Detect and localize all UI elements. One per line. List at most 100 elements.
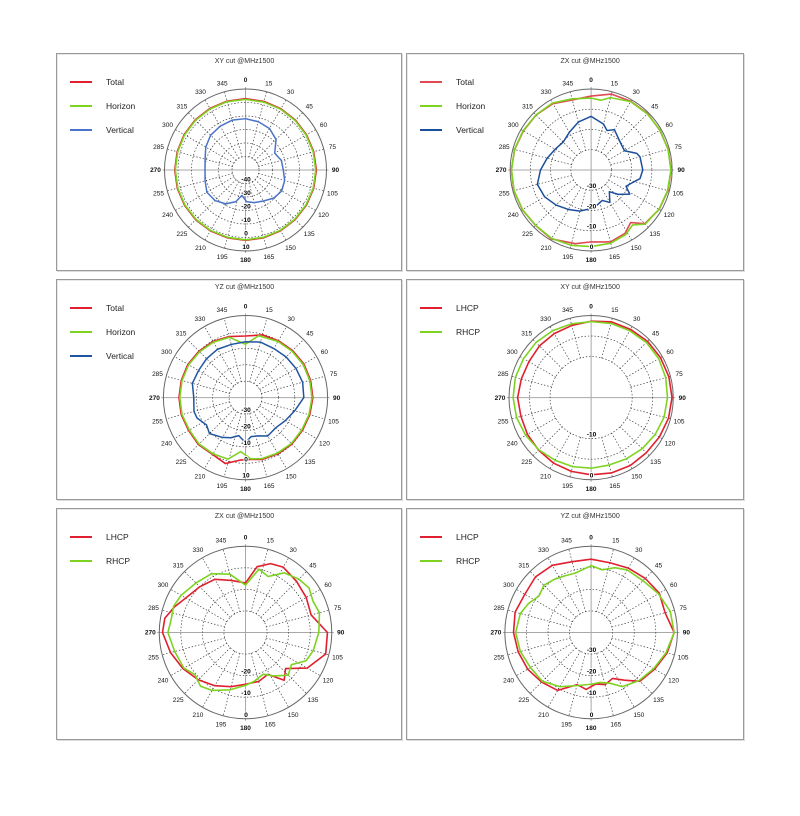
svg-text:150: 150 — [631, 245, 642, 252]
svg-text:255: 255 — [494, 654, 505, 661]
svg-text:180: 180 — [586, 486, 597, 493]
svg-text:180: 180 — [240, 725, 251, 732]
svg-text:90: 90 — [337, 630, 345, 637]
legend-swatch-total — [70, 307, 92, 309]
series-vertical — [191, 341, 305, 444]
grid-rings — [530, 108, 653, 232]
angle-labels: 0 15 30 45 60 75 90 105 120 135 150 165 180 195 210 225… — [496, 77, 685, 264]
svg-text:210: 210 — [538, 712, 549, 719]
legend-swatch-lhcp — [420, 307, 442, 309]
svg-text:10: 10 — [242, 473, 250, 480]
svg-text:30: 30 — [287, 89, 295, 96]
polar-plot: 0 15 30 45 60 75 90 105 120 135 150 165 180 195 210 225… — [149, 304, 341, 493]
svg-text:180: 180 — [240, 257, 251, 264]
svg-text:-40: -40 — [241, 177, 251, 184]
svg-text:105: 105 — [674, 418, 685, 425]
panel-xy-circular: XY cut @MHz1500 LHCP RHCP 0 15 30 45 60 75 90 10… — [406, 279, 744, 500]
svg-text:75: 75 — [674, 144, 682, 151]
series-horizon — [179, 334, 313, 460]
legend-swatch-lhcp — [70, 536, 92, 538]
svg-text:135: 135 — [304, 231, 315, 238]
angle-labels: 0 15 30 45 60 75 90 105 120 135 150 165 180 195 210 225… — [490, 535, 690, 733]
svg-text:15: 15 — [611, 307, 619, 314]
svg-text:0: 0 — [590, 244, 594, 251]
legend-label: Vertical — [106, 351, 134, 361]
grid-rings — [177, 102, 314, 238]
legend: Total Horizon Vertical — [70, 70, 135, 142]
svg-text:30: 30 — [632, 89, 640, 96]
radial-labels: -10 0 — [586, 431, 598, 481]
grid-rings — [180, 567, 311, 698]
svg-text:285: 285 — [148, 605, 159, 612]
svg-text:120: 120 — [668, 677, 679, 684]
radial-labels: -40 -30 -20 -10 0 10 — [240, 176, 252, 253]
svg-text:-10: -10 — [587, 432, 597, 439]
svg-text:255: 255 — [498, 418, 509, 425]
angle-labels: 0 15 30 45 60 75 90 105 120 135 150 165 180 195 210 225… — [495, 304, 687, 493]
svg-text:165: 165 — [609, 483, 620, 490]
svg-text:300: 300 — [158, 582, 169, 589]
svg-text:0: 0 — [244, 456, 248, 463]
svg-text:300: 300 — [507, 349, 518, 356]
svg-text:-10: -10 — [587, 224, 597, 231]
panel-yz-circular: YZ cut @MHz1500 LHCP RHCP 0 15 30 45 60 75 90 10… — [406, 508, 744, 740]
legend-swatch-horizon — [420, 105, 442, 107]
svg-text:165: 165 — [264, 483, 275, 490]
svg-text:255: 255 — [153, 191, 164, 198]
panel-yz-total: YZ cut @MHz1500 Total Horizon Vertical 0 15… — [56, 279, 402, 500]
grid-spokes — [512, 91, 670, 249]
svg-text:0: 0 — [589, 77, 593, 84]
svg-text:75: 75 — [679, 605, 687, 612]
panel-xy-total: XY cut @MHz1500 Total Horizon Vertical 0 15… — [56, 53, 402, 271]
svg-text:225: 225 — [521, 459, 532, 466]
legend-item-total: Total — [420, 70, 485, 94]
legend-swatch-rhcp — [70, 560, 92, 562]
legend-item-vertical: Vertical — [420, 118, 485, 142]
legend-item-lhcp: LHCP — [420, 296, 480, 320]
svg-text:-10: -10 — [587, 690, 597, 697]
svg-text:195: 195 — [217, 254, 228, 261]
svg-text:165: 165 — [265, 722, 276, 729]
legend-swatch-total — [70, 81, 92, 83]
legend-label: Total — [456, 77, 474, 87]
svg-text:225: 225 — [176, 231, 187, 238]
svg-text:210: 210 — [192, 712, 203, 719]
legend-item-lhcp: LHCP — [70, 525, 130, 549]
angle-labels: 0 15 30 45 60 75 90 105 120 135 150 165 180 195 210 225… — [149, 304, 341, 493]
svg-text:0: 0 — [590, 712, 594, 719]
svg-text:240: 240 — [158, 677, 169, 684]
svg-text:60: 60 — [321, 349, 329, 356]
svg-text:135: 135 — [649, 231, 660, 238]
svg-text:240: 240 — [503, 677, 514, 684]
svg-text:-10: -10 — [241, 440, 251, 447]
legend-item-total: Total — [70, 296, 135, 320]
svg-text:165: 165 — [609, 254, 620, 261]
series-horizon — [174, 98, 317, 241]
svg-text:165: 165 — [610, 722, 621, 729]
legend-label: Horizon — [456, 101, 486, 111]
angle-labels: 0 15 30 45 60 75 90 105 120 135 150 165 180 195 210 225… — [145, 535, 345, 733]
svg-text:345: 345 — [215, 538, 226, 545]
svg-text:285: 285 — [153, 144, 164, 151]
legend-item-rhcp: RHCP — [70, 549, 130, 573]
svg-text:-30: -30 — [587, 647, 597, 654]
svg-text:45: 45 — [306, 104, 314, 111]
svg-text:210: 210 — [194, 474, 205, 481]
svg-text:45: 45 — [652, 330, 660, 337]
svg-text:300: 300 — [503, 582, 514, 589]
legend-label: Horizon — [106, 327, 136, 337]
legend-label: RHCP — [456, 556, 481, 566]
svg-text:120: 120 — [318, 212, 329, 219]
svg-text:255: 255 — [499, 191, 510, 198]
legend-item-rhcp: RHCP — [420, 320, 480, 344]
legend-label: LHCP — [456, 532, 479, 542]
svg-text:0: 0 — [590, 473, 594, 480]
svg-text:315: 315 — [173, 562, 184, 569]
legend-label: RHCP — [456, 327, 481, 337]
grid-spokes — [507, 548, 675, 717]
polar-plot: 0 15 30 45 60 75 90 105 120 135 150 165 180 195 210 225… — [495, 304, 687, 493]
legend-item-vertical: Vertical — [70, 118, 135, 142]
svg-text:165: 165 — [263, 254, 274, 261]
legend-label: Total — [106, 77, 124, 87]
